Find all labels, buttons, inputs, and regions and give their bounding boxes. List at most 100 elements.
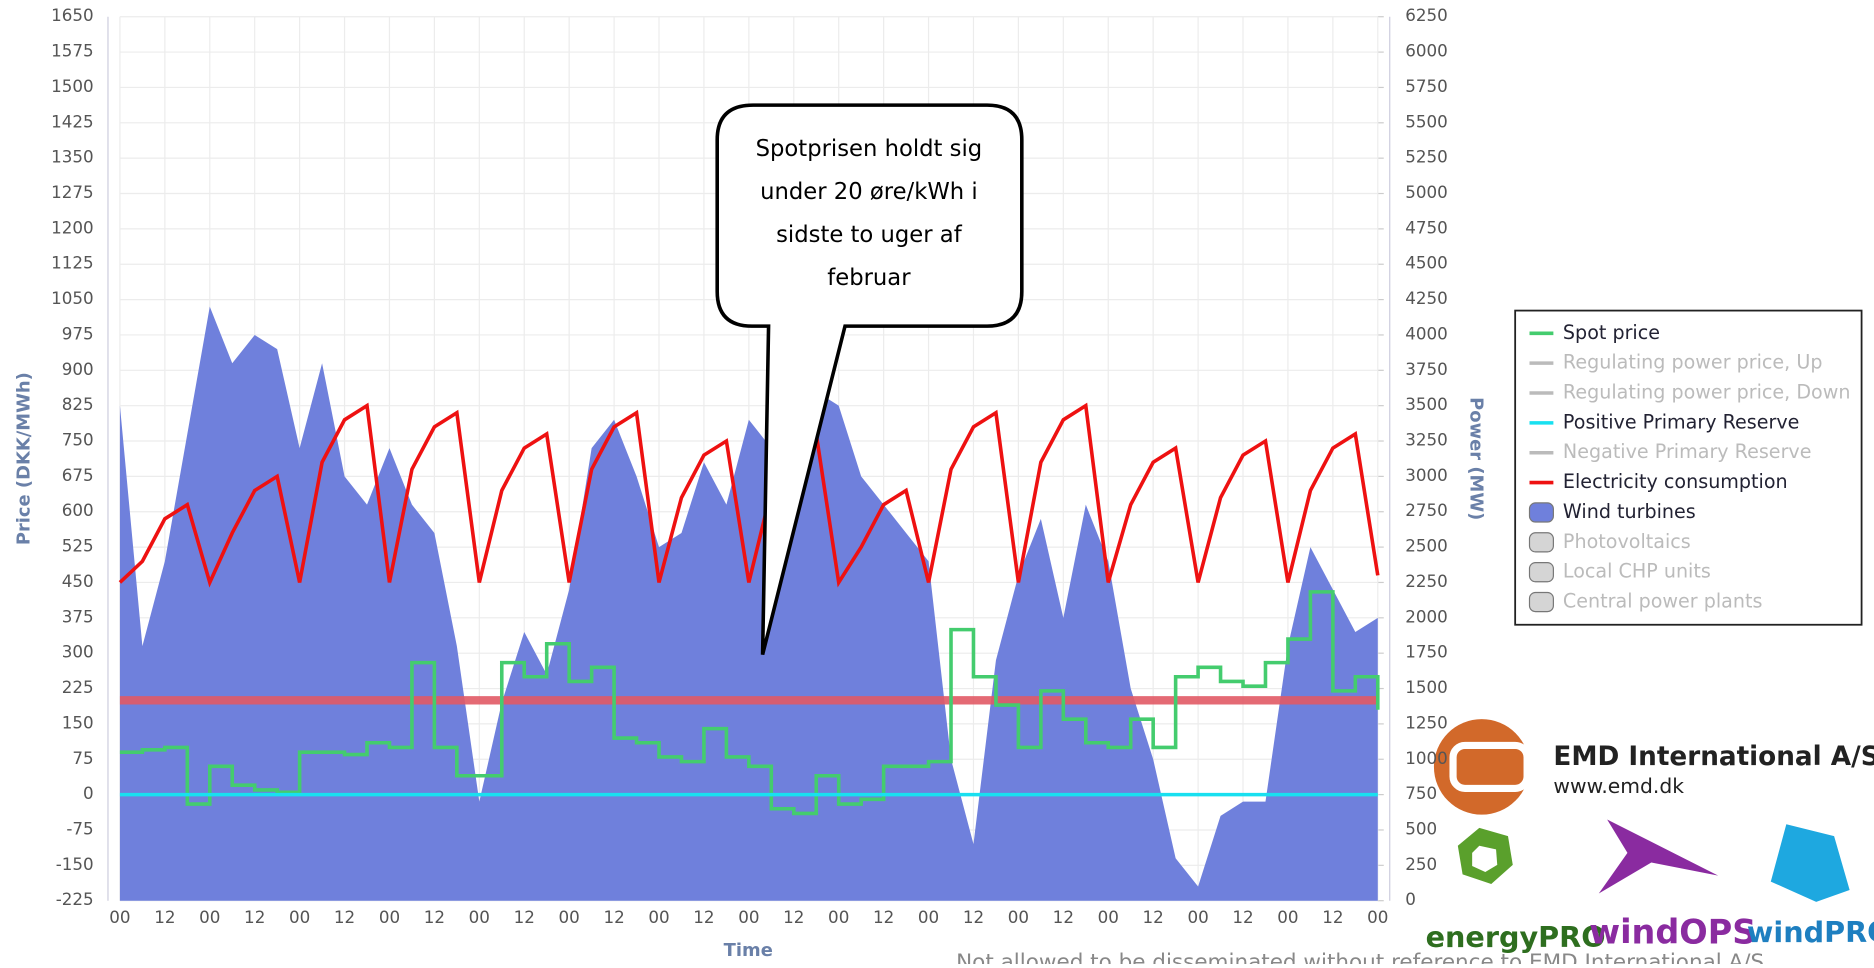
y-tick-label: 1350 [51,147,94,167]
x-tick-label: 00 [1008,907,1029,927]
y-tick-label: 150 [62,712,94,732]
y-tick-label: 1425 [51,111,94,131]
x-tick-label: 00 [1187,907,1208,927]
legend-label: Wind turbines [1563,500,1696,523]
y-tick-label: 1050 [51,288,94,308]
plot-area [107,16,1391,902]
y-tick-label: 300 [62,642,94,662]
y-tick-label: -75 [66,818,93,838]
y-tick-label: 750 [62,430,94,450]
x-tick-label: 00 [1367,907,1388,927]
x-tick-label: 00 [828,907,849,927]
y-tick-label: 450 [62,571,94,591]
x-tick-label: 12 [154,907,175,927]
x-tick-label: 00 [469,907,490,927]
x-tick-label: 12 [1232,907,1253,927]
y2-tick-label: 2500 [1405,536,1448,556]
x-tick-label: 12 [783,907,804,927]
annotation-text: Spotprisen holdt sig [756,136,983,162]
company-name: EMD International A/S [1553,742,1874,772]
y2-axis-label: Power (MW) [1466,397,1487,520]
y-axis-label: Price (DKK/MWh) [13,372,34,545]
y2-tick-label: 4000 [1405,323,1448,343]
logo-shape [1449,741,1531,792]
legend-symbol [1528,532,1554,553]
y2-tick-label: 6000 [1405,41,1448,61]
y2-tick-label: 3000 [1405,465,1448,485]
y-tick-label: 675 [62,465,94,485]
y2-tick-label: 1500 [1405,677,1448,697]
legend-label: Regulating power price, Down [1563,381,1851,404]
x-tick-label: 00 [1277,907,1298,927]
x-tick-label: 00 [379,907,400,927]
legend-label: Regulating power price, Up [1563,351,1823,374]
legend-box [1514,309,1863,626]
y-tick-label: 1500 [51,76,94,96]
y2-tick-label: 3750 [1405,359,1448,379]
y-tick-label: 375 [62,606,94,626]
x-tick-label: 00 [199,907,220,927]
y2-tick-label: 5000 [1405,182,1448,202]
y2-tick-label: 250 [1405,854,1437,874]
x-axis-label: Time [724,940,773,961]
legend-label: Electricity consumption [1563,470,1788,493]
y2-tick-label: 2250 [1405,571,1448,591]
y2-tick-label: 3500 [1405,394,1448,414]
x-tick-label: 12 [873,907,894,927]
y2-tick-label: 750 [1405,783,1437,803]
annotation-text: sidste to uger af [776,222,963,248]
x-tick-label: 12 [244,907,265,927]
x-tick-label: 12 [514,907,535,927]
company-url: www.emd.dk [1553,774,1684,798]
y-tick-label: -225 [56,889,94,909]
legend-label: Local CHP units [1563,560,1711,583]
y2-tick-label: 1750 [1405,642,1448,662]
y-tick-label: 0 [83,783,94,803]
area [119,306,1378,901]
y-tick-label: 1200 [51,217,94,237]
x-tick-label: 00 [289,907,310,927]
y-tick-label: 1275 [51,182,94,202]
y2-tick-label: 1250 [1405,712,1448,732]
y2-tick-label: 5250 [1405,147,1448,167]
y-tick-label: 900 [62,359,94,379]
y2-tick-label: 500 [1405,818,1437,838]
footer-note: Not allowed to be disseminated without r… [956,950,1764,964]
energypro-icon-hole [1472,845,1498,873]
x-tick-label: 00 [918,907,939,927]
annotation-text: under 20 øre/kWh i [760,179,978,205]
x-tick-label: 00 [648,907,669,927]
y-tick-label: 1650 [51,5,94,25]
product-name: windOPS [1589,913,1756,952]
y2-tick-label: 3250 [1405,430,1448,450]
y2-tick-label: 4250 [1405,288,1448,308]
x-tick-label: 00 [559,907,580,927]
legend-symbol [1528,562,1554,583]
emd-logo [1433,719,1850,902]
x-tick-label: 00 [109,907,130,927]
x-tick-label: 00 [738,907,759,927]
legend-symbol [1528,591,1554,613]
product-name: windPRO [1747,915,1874,949]
y-tick-label: 75 [72,748,93,768]
x-tick-label: 12 [1322,907,1343,927]
y2-tick-label: 2750 [1405,500,1448,520]
y2-tick-label: 2000 [1405,606,1448,626]
line [119,590,1380,816]
legend-symbol [1528,502,1554,523]
windops-icon [1598,819,1719,894]
windpro-icon [1770,824,1850,902]
y2-tick-label: 5500 [1405,111,1448,131]
x-tick-label: 12 [603,907,624,927]
x-tick-label: 12 [1143,907,1164,927]
legend-label: Positive Primary Reserve [1563,410,1799,433]
y2-tick-label: 6250 [1405,5,1448,25]
x-tick-label: 12 [334,907,355,927]
y-tick-label: 1125 [51,253,94,273]
x-tick-label: 12 [424,907,445,927]
callout [715,103,1024,656]
logo-circle [1433,719,1530,815]
product-name: energyPRO [1426,920,1606,954]
annotation-text: februar [827,265,911,291]
